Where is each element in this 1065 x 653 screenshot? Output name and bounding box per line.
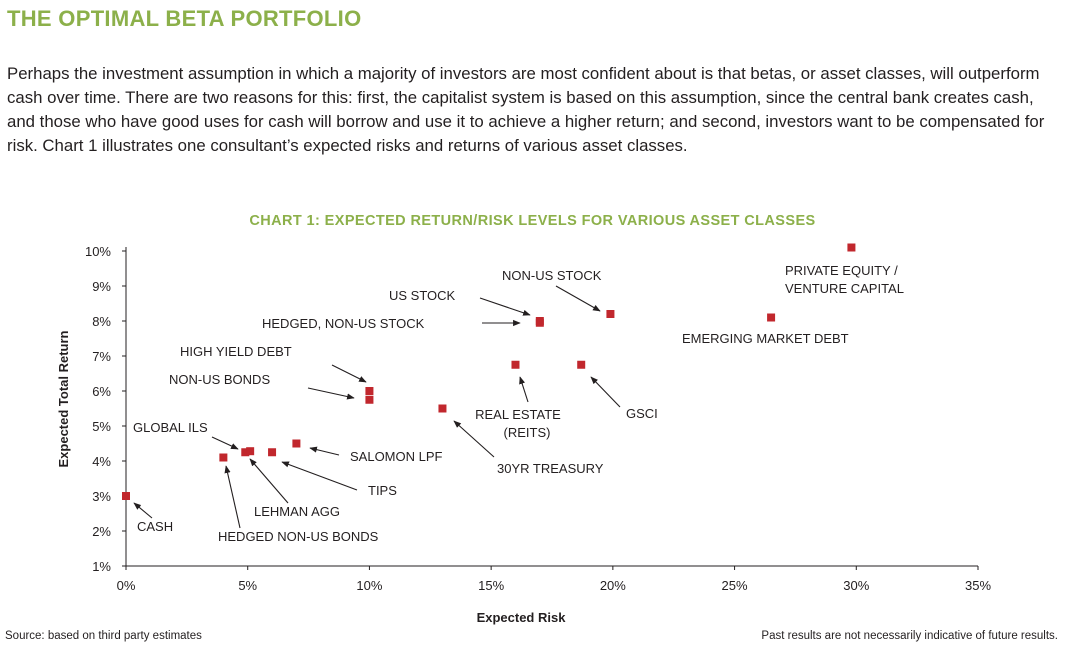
y-tick-label: 8%: [92, 314, 111, 329]
data-point-marker: [606, 310, 615, 318]
point-label: EMERGING MARKET DEBT: [682, 331, 849, 346]
point-label: (REITS): [504, 425, 551, 440]
annotation-arrow: [479, 297, 531, 316]
source-note: Source: based on third party estimates: [5, 630, 202, 642]
annotation-arrow: [133, 502, 153, 519]
point-labels: CASH HEDGED NON-US BONDS GLOBAL ILS LEHMAN …: [133, 263, 904, 544]
data-point-marker: [511, 360, 520, 369]
annotation-arrow: [249, 458, 289, 504]
y-axis-ticks: 1% 2% 3% 4% 5% 6% 7% 8% 9% 10%: [85, 244, 126, 574]
point-label: NON-US BONDS: [169, 372, 270, 387]
point-label: VENTURE CAPITAL: [785, 281, 904, 296]
x-tick-label: 35%: [965, 578, 991, 593]
data-point-marker: [767, 313, 776, 322]
annotation-arrow: [519, 376, 529, 403]
y-tick-label: 10%: [85, 244, 111, 259]
x-tick-label: 0%: [117, 578, 136, 593]
point-label: HEDGED, NON-US STOCK: [262, 316, 425, 331]
point-label: TIPS: [368, 483, 397, 498]
point-label: 30YR TREASURY: [497, 461, 604, 476]
y-tick-label: 3%: [92, 489, 111, 504]
data-point-marker: [219, 453, 228, 462]
page-title: THE OPTIMAL BETA PORTFOLIO: [7, 6, 362, 31]
y-tick-label: 6%: [92, 384, 111, 399]
point-label: LEHMAN AGG: [254, 504, 340, 519]
data-point-marker: [292, 439, 301, 448]
point-label: REAL ESTATE: [475, 407, 561, 422]
point-label: HEDGED NON-US BONDS: [218, 529, 379, 544]
x-tick-label: 30%: [843, 578, 869, 593]
annotation-arrow: [453, 420, 495, 458]
y-tick-label: 4%: [92, 454, 111, 469]
y-tick-label: 2%: [92, 524, 111, 539]
point-label: CASH: [137, 519, 173, 534]
point-label: PRIVATE EQUITY /: [785, 263, 898, 278]
data-point-marker: [365, 387, 374, 395]
y-tick-label: 5%: [92, 419, 111, 434]
point-label: GSCI: [626, 406, 658, 421]
annotation-arrow: [331, 364, 367, 383]
x-axis-label: Expected Risk: [477, 610, 567, 625]
disclaimer-note: Past results are not necessarily indicat…: [761, 630, 1058, 642]
y-tick-label: 1%: [92, 559, 111, 574]
x-tick-label: 5%: [238, 578, 257, 593]
x-tick-label: 10%: [356, 578, 382, 593]
chart-axes: [125, 247, 978, 567]
x-tick-label: 15%: [478, 578, 504, 593]
data-point-marker: [847, 243, 856, 252]
point-label: SALOMON LPF: [350, 449, 443, 464]
point-label: NON-US STOCK: [502, 268, 602, 283]
chart-title: CHART 1: EXPECTED RETURN/RISK LEVELS FOR…: [249, 213, 816, 229]
data-points: [122, 243, 856, 500]
x-tick-label: 20%: [600, 578, 626, 593]
data-point-marker: [365, 395, 374, 404]
data-point-marker: [122, 492, 130, 500]
intro-paragraph: Perhaps the investment assumption in whi…: [7, 64, 1045, 155]
annotation-arrow: [309, 446, 340, 456]
annotation-arrow: [281, 461, 358, 491]
x-axis-ticks: 0% 5% 10% 15% 20% 25% 30% 35%: [117, 566, 991, 593]
y-tick-label: 7%: [92, 349, 111, 364]
data-point-marker: [246, 447, 255, 456]
data-point-marker: [577, 360, 586, 369]
annotation-arrow: [307, 387, 355, 400]
annotation-arrow: [590, 376, 621, 408]
point-label: HIGH YIELD DEBT: [180, 344, 292, 359]
data-point-marker: [268, 448, 277, 457]
y-tick-label: 9%: [92, 279, 111, 294]
point-label: GLOBAL ILS: [133, 420, 208, 435]
annotation-arrows: [133, 285, 621, 529]
data-point-marker: [535, 318, 544, 327]
annotation-arrow: [224, 465, 241, 529]
annotation-arrow: [555, 285, 601, 312]
point-label: US STOCK: [389, 288, 456, 303]
y-axis-label: Expected Total Return: [56, 330, 71, 467]
x-tick-label: 25%: [722, 578, 748, 593]
data-point-marker: [438, 404, 447, 413]
annotation-arrow: [211, 436, 239, 450]
data-point-marker: [241, 448, 250, 457]
